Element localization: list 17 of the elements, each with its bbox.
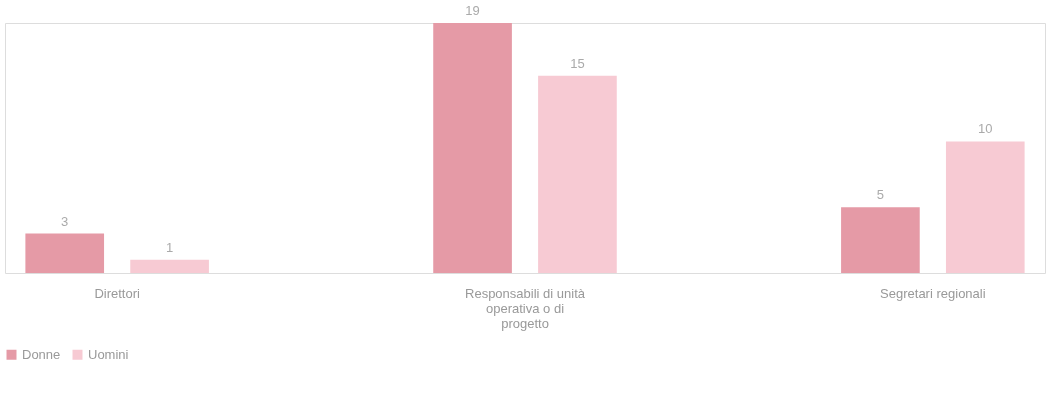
data-label: 15 bbox=[570, 55, 585, 71]
x-tick-label: Segretari regionali bbox=[880, 285, 986, 301]
x-tick-label: Responsabili di unità operativa o di progetto bbox=[465, 285, 586, 331]
bar bbox=[538, 75, 617, 273]
bar bbox=[130, 259, 209, 273]
data-label: 19 bbox=[465, 3, 480, 18]
legend-label: Donne bbox=[22, 346, 61, 362]
data-label: 10 bbox=[978, 121, 993, 137]
data-label: 1 bbox=[165, 239, 174, 255]
x-tick-label: Direttori bbox=[94, 285, 141, 301]
data-label: 5 bbox=[876, 187, 885, 203]
bar bbox=[433, 23, 512, 273]
legend-label: Uomini bbox=[88, 346, 129, 362]
bar bbox=[945, 141, 1025, 273]
bar bbox=[25, 233, 105, 273]
bar bbox=[841, 207, 920, 273]
data-label: 3 bbox=[61, 213, 69, 229]
